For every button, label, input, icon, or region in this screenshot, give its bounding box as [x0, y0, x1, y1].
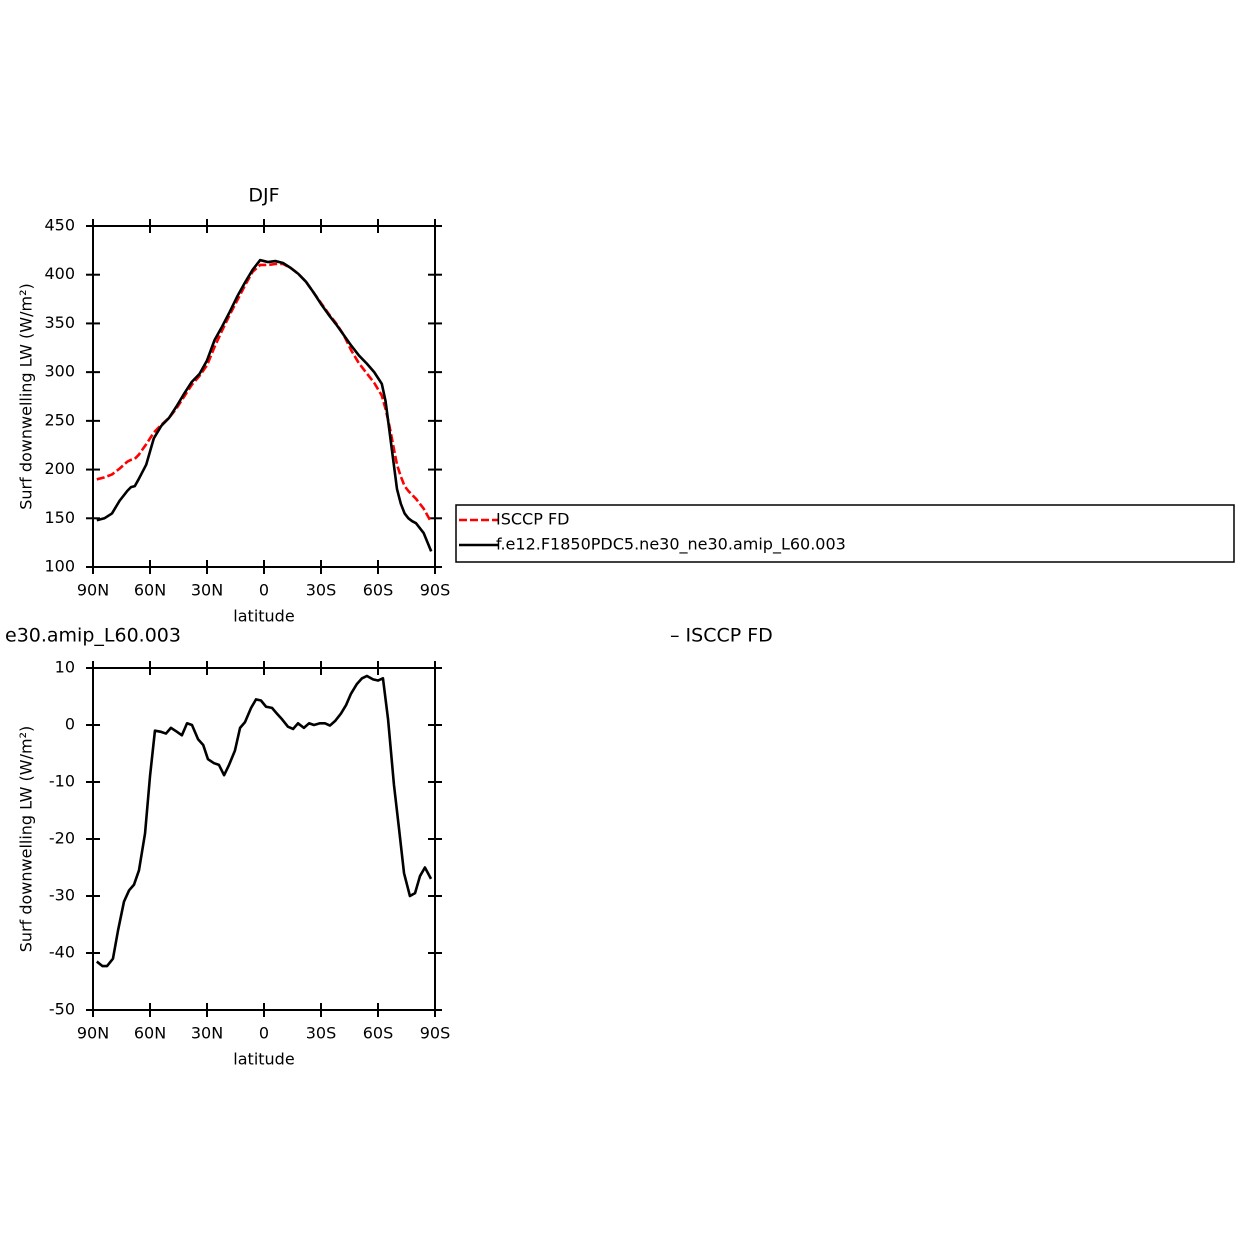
x-tick-label: 30S — [306, 581, 337, 600]
series-line — [95, 674, 433, 968]
x-tick-label: 60N — [134, 581, 166, 600]
y-tick-label: 350 — [44, 313, 75, 332]
y-tick-label: -50 — [49, 1000, 75, 1019]
y-axis-label: Surf downwelling LW (W/m²) — [17, 726, 36, 952]
x-tick-label: 60N — [134, 1024, 166, 1043]
y-tick-label: -20 — [49, 829, 75, 848]
y-axis-label: Surf downwelling LW (W/m²) — [17, 283, 36, 509]
legend-label: ISCCP FD — [496, 510, 569, 529]
x-tick-label: 90S — [420, 581, 451, 600]
y-tick-label: 300 — [44, 362, 75, 381]
x-tick-label: 90S — [420, 1024, 451, 1043]
x-tick-label: 30S — [306, 1024, 337, 1043]
x-tick-label: 60S — [363, 1024, 394, 1043]
y-tick-label: 0 — [65, 715, 75, 734]
y-tick-label: 10 — [55, 658, 75, 677]
y-tick-label: 250 — [44, 410, 75, 429]
chart-title: e30.amip_L60.003 — [5, 625, 181, 647]
chart-title: DJF — [248, 185, 279, 207]
y-tick-label: -10 — [49, 772, 75, 791]
x-tick-label: 0 — [259, 1024, 269, 1043]
y-tick-label: -30 — [49, 886, 75, 905]
x-tick-label: 90N — [77, 581, 109, 600]
x-axis-label: latitude — [233, 1050, 294, 1069]
y-tick-label: 150 — [44, 508, 75, 527]
y-tick-label: 100 — [44, 557, 75, 576]
y-tick-label: -40 — [49, 943, 75, 962]
x-tick-label: 90N — [77, 1024, 109, 1043]
x-tick-label: 30N — [191, 581, 223, 600]
y-tick-label: 200 — [44, 459, 75, 478]
series-line — [96, 258, 433, 552]
legend-label: f.e12.F1850PDC5.ne30_ne30.amip_L60.003 — [496, 535, 846, 555]
x-tick-label: 0 — [259, 581, 269, 600]
series-line — [96, 262, 433, 523]
legend-box — [455, 504, 1235, 563]
x-axis-label: latitude — [233, 607, 294, 626]
x-tick-label: 30N — [191, 1024, 223, 1043]
y-tick-label: 450 — [44, 216, 75, 235]
chart-subtitle: – ISCCP FD — [670, 625, 773, 647]
y-tick-label: 400 — [44, 264, 75, 283]
x-tick-label: 60S — [363, 581, 394, 600]
